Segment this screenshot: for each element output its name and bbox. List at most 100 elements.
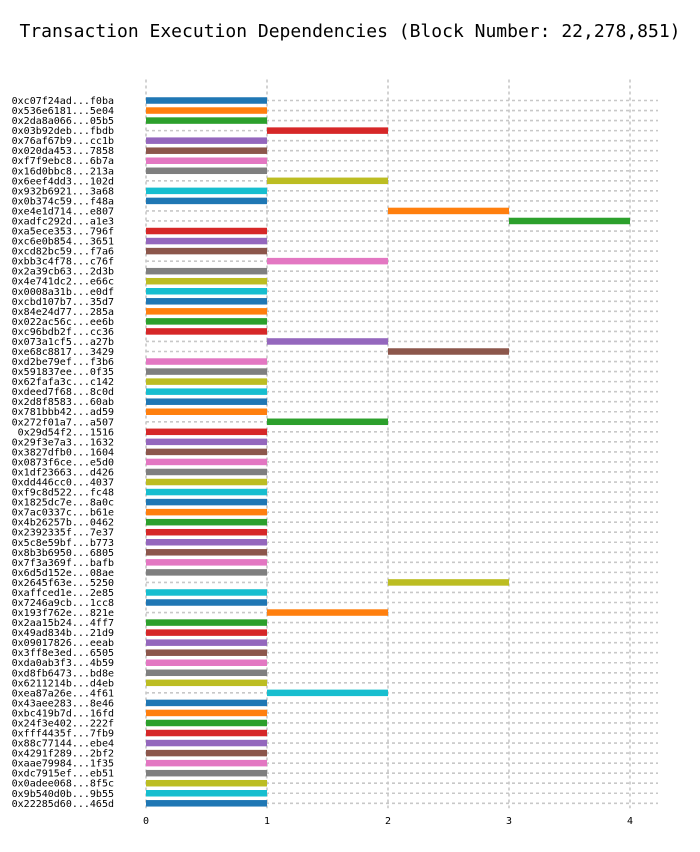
- y-tick-label: 0x29d54f2...1516: [18, 427, 114, 438]
- x-tick-labels: 0 1 2 3 4: [143, 816, 633, 827]
- y-tick-label: 0xdc7915ef...eb51: [12, 769, 114, 780]
- y-tick-label: 0x2da8a066...05b5: [12, 116, 114, 127]
- transaction-bar: [146, 518, 267, 526]
- transaction-bar: [146, 197, 267, 205]
- transaction-bar: [146, 298, 267, 305]
- transaction-bar: [146, 549, 267, 556]
- y-tick-label: 0x84e24d77...285a: [12, 307, 114, 318]
- transaction-bar: [146, 800, 267, 807]
- transaction-bar: [146, 739, 267, 747]
- y-tick-label: 0xdd446cc0...4037: [12, 478, 114, 489]
- transaction-bar: [267, 689, 388, 697]
- transaction-bar: [146, 769, 267, 777]
- y-tick-label: 0xaffced1e...2e85: [12, 588, 114, 599]
- y-tick-label: 0x6d5d152e...08ae: [12, 568, 114, 579]
- y-tick-label: 0x4b26257b...0462: [12, 518, 114, 529]
- transaction-bar: [146, 368, 267, 375]
- y-tick-label: 0x8b3b6950...6805: [12, 548, 114, 559]
- y-tick-label: 0x16d0bbc8...213a: [12, 166, 114, 177]
- transaction-bar: [146, 659, 267, 666]
- transaction-bar: [146, 649, 267, 656]
- transaction-bar: [146, 468, 267, 476]
- y-tick-label: 0xf9c8d522...fc48: [12, 488, 114, 499]
- transaction-bar: [146, 458, 267, 466]
- transaction-bar: [146, 790, 267, 797]
- transaction-bar: [146, 679, 267, 687]
- y-tick-label: 0x7246a9cb...1cc8: [12, 598, 114, 609]
- y-tick-label: 0xc07f24ad...f0ba: [12, 96, 114, 107]
- y-tick-label: 0x2392335f...7e37: [12, 528, 114, 539]
- transaction-bar: [146, 709, 267, 717]
- transaction-bar: [388, 348, 509, 355]
- y-tick-label: 0xaae79984...1f35: [12, 759, 114, 770]
- transaction-bar: [146, 559, 267, 566]
- transaction-bar: [146, 388, 267, 395]
- y-tick-label: 0xd2be79ef...f3b6: [12, 357, 114, 368]
- y-tick-label: 0xd8fb6473...bd8e: [12, 668, 114, 679]
- transaction-bar: [146, 488, 267, 496]
- chart-title: Transaction Execution Dependencies (Bloc…: [19, 21, 681, 42]
- y-tick-label: 0x272f01a7...a507: [12, 417, 114, 428]
- y-tick-label: 0x62fafa3c...c142: [12, 377, 114, 388]
- y-tick-label: 0x49ad834b...21d9: [12, 628, 114, 639]
- transaction-bar: [146, 247, 267, 255]
- transaction-bar: [509, 217, 630, 225]
- y-tick-label: 0xc6e0b854...3651: [12, 237, 114, 248]
- transaction-bar: [146, 508, 267, 516]
- y-tick-label: 0x6211214b...d4eb: [12, 678, 114, 689]
- y-tick-label: 0x7ac0337c...b61e: [12, 508, 114, 519]
- y-tick-label: 0xe4e1d714...e807: [12, 206, 114, 217]
- y-tick-label: 0x193f762e...821e: [12, 608, 114, 619]
- y-tick-label: 0x2645f63e...5250: [12, 578, 114, 589]
- transaction-bar: [146, 619, 267, 626]
- y-tick-label: 0xea87a26e...4f61: [12, 688, 114, 699]
- y-tick-label: 0x03b92deb...fbdb: [12, 126, 114, 137]
- y-tick-label: 0xdeed7f68...8c0d: [12, 387, 114, 398]
- y-tick-label: 0x4e741dc2...e66c: [12, 277, 114, 288]
- transaction-bar: [146, 378, 267, 385]
- transaction-bar: [146, 157, 267, 164]
- y-tick-label: 0xf7f9ebc8...6b7a: [12, 156, 114, 167]
- y-tick-labels: 0xc07f24ad...f0ba0x536e6181...5e040x2da8…: [12, 96, 114, 810]
- transaction-bar: [146, 699, 267, 707]
- y-tick-label: 0x24f3e402...222f: [12, 718, 114, 729]
- y-tick-label: 0x2a39cb63...2d3b: [12, 267, 114, 278]
- transaction-bar: [267, 127, 388, 134]
- y-tick-label: 0x0873f6ce...e5d0: [12, 457, 114, 468]
- x-tick-label: 4: [627, 816, 633, 827]
- transaction-bar: [267, 338, 388, 345]
- y-tick-label: 0xc96bdb2f...cc36: [12, 327, 114, 338]
- y-tick-label: 0x88c77144...ebe4: [12, 739, 114, 750]
- y-tick-label: 0xfff4435f...7fb9: [12, 729, 114, 740]
- y-tick-label: 0x4291f289...2bf2: [12, 749, 114, 760]
- y-tick-label: 0xe68c8817...3429: [12, 347, 114, 358]
- y-tick-label: 0x781bbb42...ad59: [12, 407, 114, 418]
- y-tick-label: 0x073a1cf5...a27b: [12, 337, 114, 348]
- bars: [146, 97, 630, 807]
- transaction-bar: [267, 609, 388, 616]
- y-tick-label: 0x09017826...eeab: [12, 638, 114, 649]
- y-tick-label: 0xda0ab3f3...4b59: [12, 658, 114, 669]
- y-tick-label: 0xcbd107b7...35d7: [12, 297, 114, 308]
- transaction-bar: [146, 539, 267, 546]
- transaction-bar: [146, 599, 267, 606]
- x-tick-label: 0: [143, 816, 149, 827]
- y-tick-label: 0x2aa15b24...4ff7: [12, 618, 114, 629]
- transaction-bar: [146, 528, 267, 536]
- transaction-bar: [146, 729, 267, 737]
- transaction-bar: [146, 107, 267, 114]
- transaction-bar: [267, 257, 388, 265]
- transaction-bar: [146, 569, 267, 576]
- y-tick-label: 0x0adee068...8f5c: [12, 779, 114, 790]
- transaction-bar: [146, 237, 267, 245]
- transaction-bar: [146, 398, 267, 405]
- transaction-bar: [146, 167, 267, 175]
- transaction-bar: [146, 408, 267, 415]
- y-tick-label: 0x0b374c59...f48a: [12, 196, 114, 207]
- y-tick-label: 0xcd82bc59...f7a6: [12, 247, 114, 258]
- transaction-bar: [146, 428, 267, 436]
- transaction-bar: [267, 418, 388, 426]
- transaction-bar: [146, 639, 267, 646]
- y-tick-label: 0x76af67b9...cc1b: [12, 136, 114, 147]
- y-tick-label: 0xbc419b7d...16fd: [12, 708, 114, 719]
